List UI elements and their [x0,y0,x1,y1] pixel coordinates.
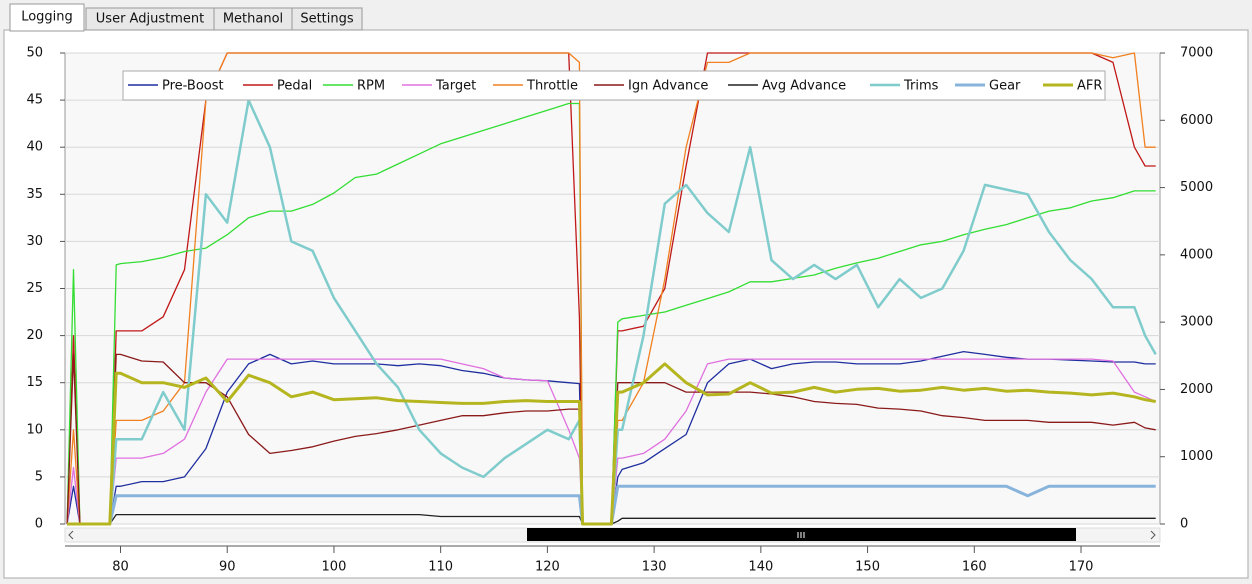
legend-label: Gear [989,79,1021,94]
legend-label: Target [435,79,476,94]
tab-label[interactable]: User Adjustment [96,12,204,27]
x-tick-label: 90 [219,560,236,575]
y-tick-label: 50 [26,46,43,61]
legend-label: Avg Advance [762,79,846,94]
y2-tick-label: 0 [1180,517,1188,532]
legend: Pre-Boost Pedal RPM Target Throttle Ign Advan… [122,70,1106,101]
tab-strip: Logging User Adjustment Methanol Settings [9,3,363,32]
y2-tick-label: 1000 [1180,449,1213,464]
lines [66,52,1157,526]
scroll-grip [797,532,805,538]
series-line [67,362,1156,526]
x-tick-label: 80 [112,560,129,575]
legend-label: Pre-Boost [162,79,224,94]
x-tick-label: 170 [1069,560,1094,575]
y2-tick-label: 5000 [1180,180,1213,195]
tab-label[interactable]: Methanol [223,12,283,27]
y-tick-label: 10 [26,422,43,437]
y2-tick-label: 4000 [1180,247,1213,262]
y2-tick-label: 7000 [1180,46,1213,61]
x-tick-label: 150 [855,560,880,575]
y2-tick-label: 6000 [1180,113,1213,128]
tab[interactable] [9,3,85,32]
x-tick-label: 130 [642,560,667,575]
y-tick-label: 40 [26,140,43,155]
y-tick-label: 0 [35,517,43,532]
legend-label: RPM [357,79,385,94]
axes: 0 5 10 15 20 25 30 35 40 45 50 0 1000 2000 3000 4000 500… [26,46,1213,575]
y-tick-label: 5 [35,469,43,484]
y-tick-label: 45 [26,93,43,108]
scroll-left-arrow[interactable] [68,530,74,540]
y-tick-label: 15 [26,375,43,390]
y-tick-label: 35 [26,187,43,202]
legend-label: Ign Advance [628,79,708,94]
y2-tick-label: 3000 [1180,315,1213,330]
x-tick-label: 140 [748,560,773,575]
x-tick-label: 120 [535,560,560,575]
y-tick-label: 20 [26,328,43,343]
tab[interactable] [291,7,363,31]
y2-tick-label: 2000 [1180,382,1213,397]
scrollbar [64,527,1161,543]
x-tick-label: 110 [428,560,453,575]
y-tick-label: 30 [26,234,43,249]
legend-label: Pedal [277,79,312,94]
legend-label: Trims [903,79,939,94]
tab-label[interactable]: Settings [300,12,354,27]
tab-label[interactable]: Logging [21,10,73,25]
legend-label: AFR [1077,79,1102,94]
x-tick-label: 160 [962,560,987,575]
x-tick-label: 100 [322,560,347,575]
scroll-right-arrow[interactable] [1150,530,1156,540]
legend-label: Throttle [526,79,578,94]
y-tick-label: 25 [26,281,43,296]
